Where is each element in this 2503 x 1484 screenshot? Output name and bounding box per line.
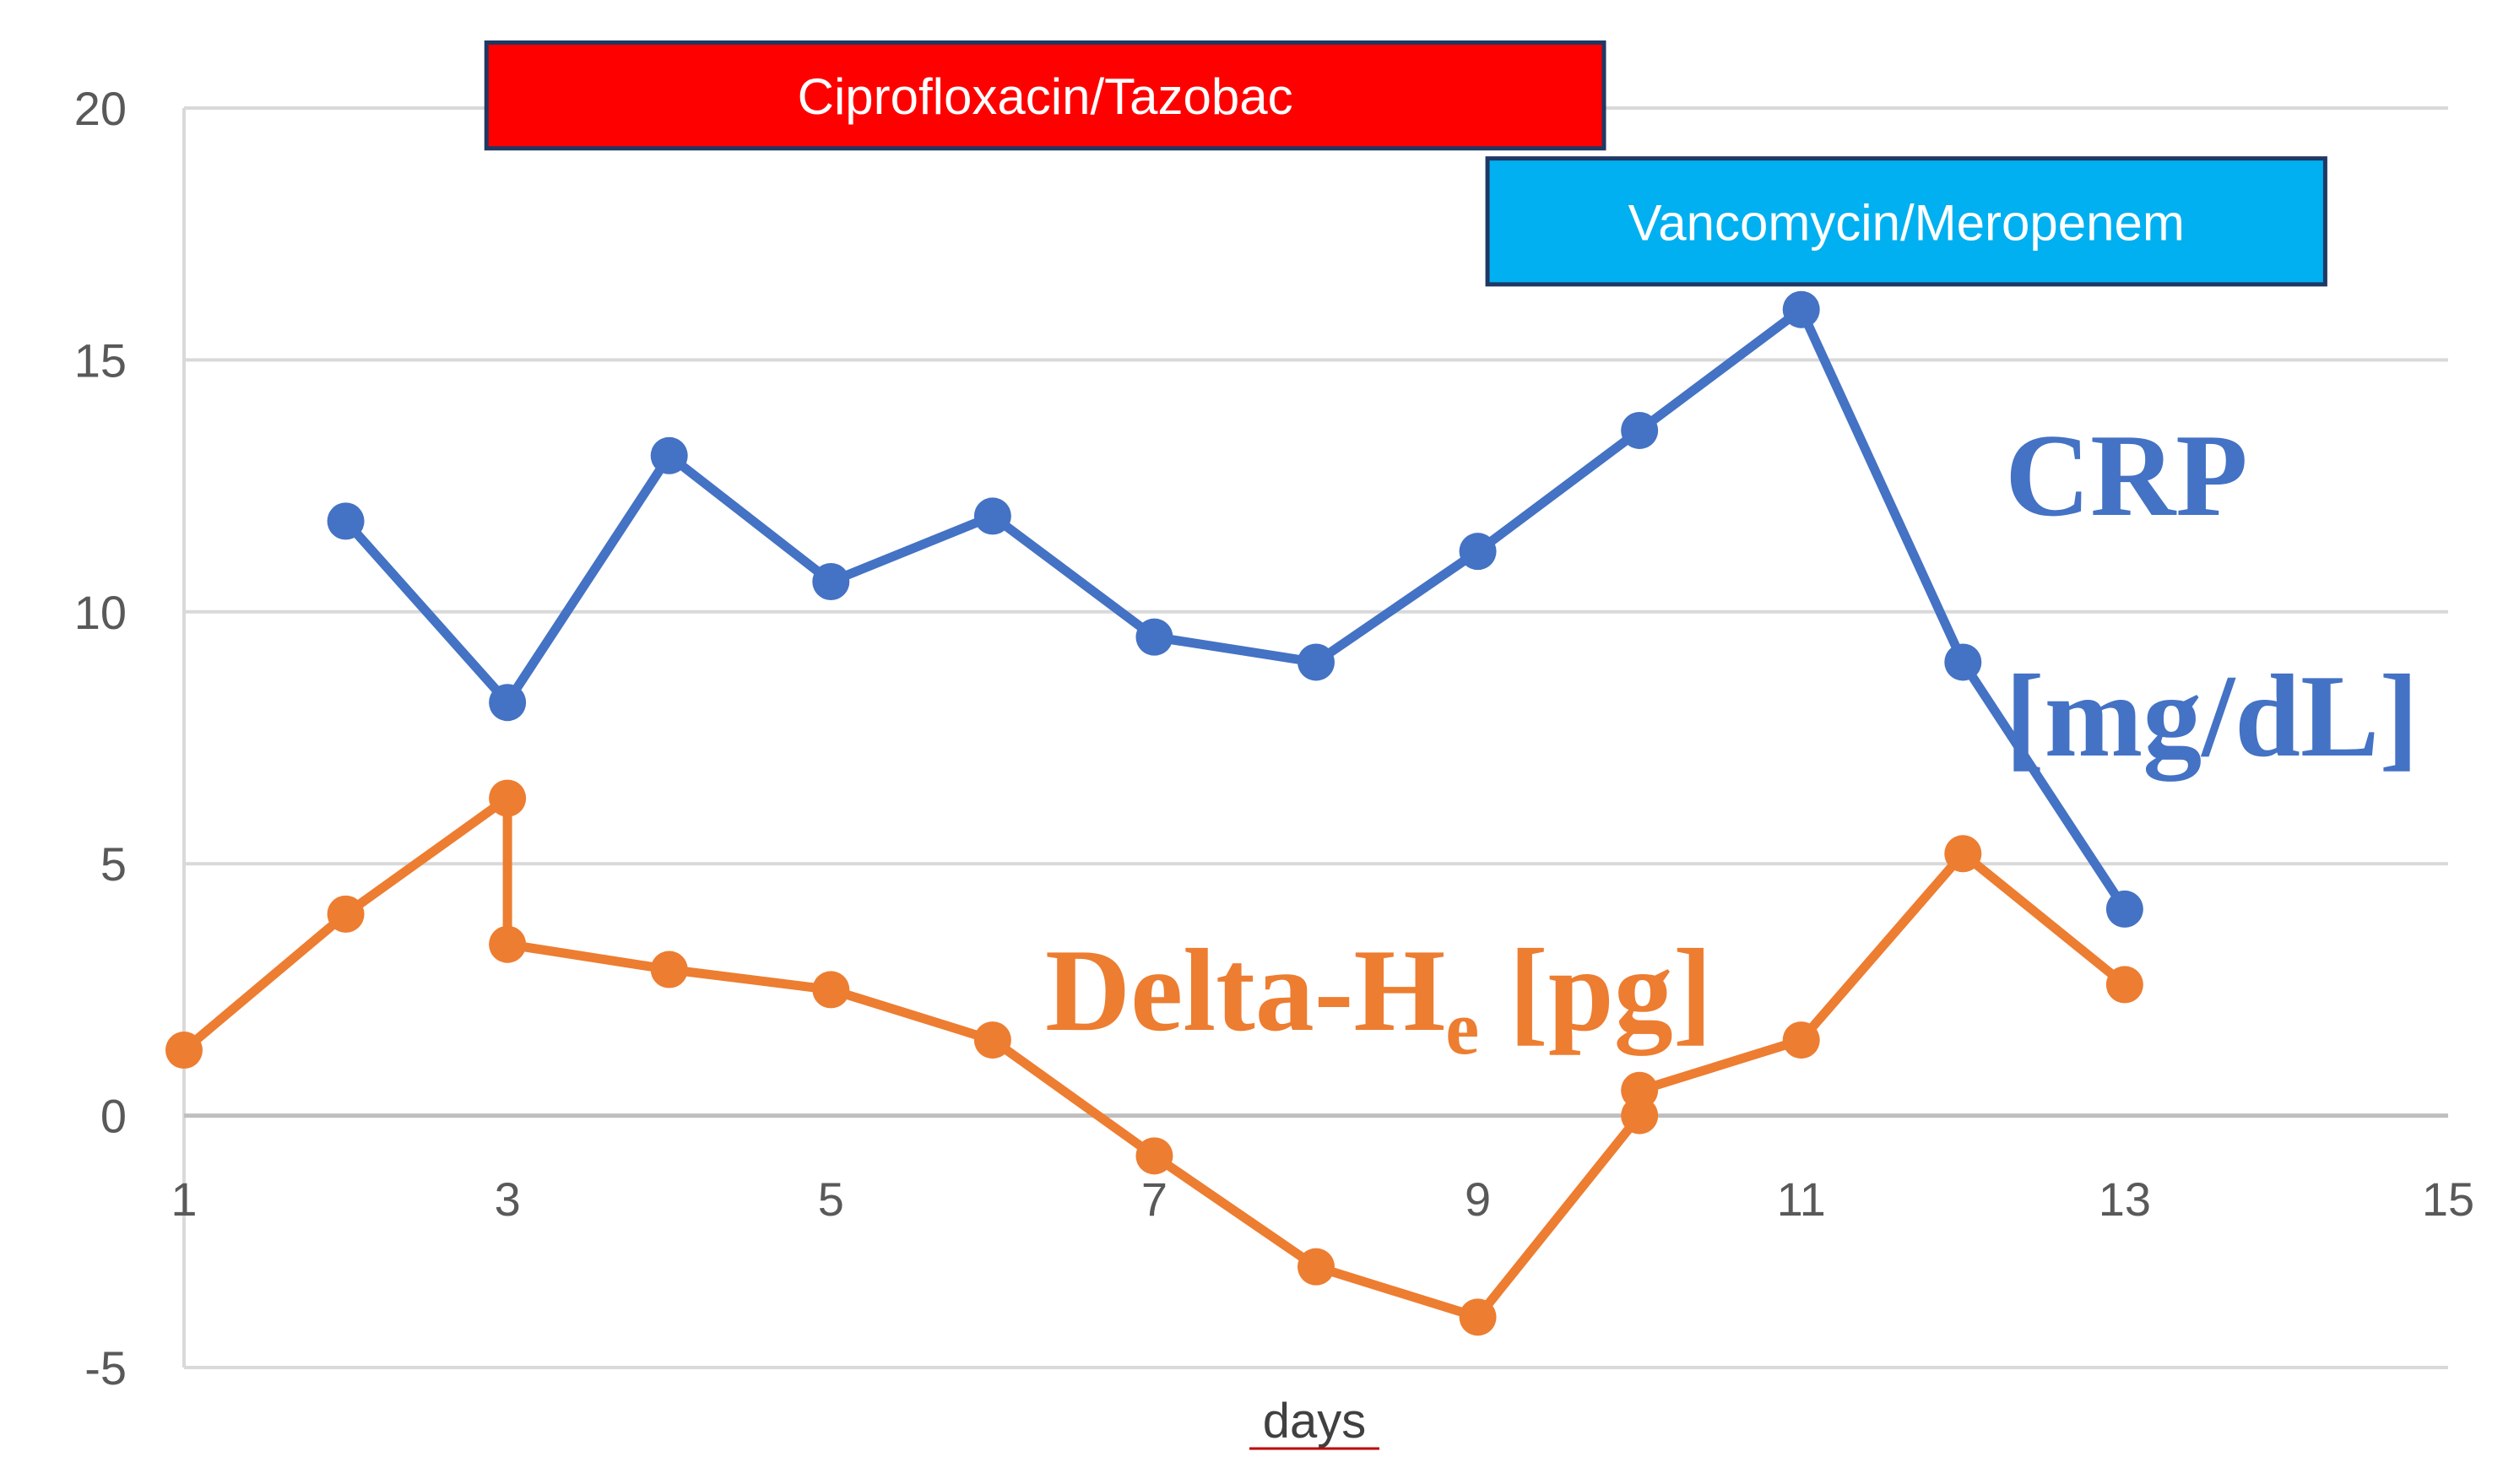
data-point bbox=[489, 925, 527, 963]
treatment-bars: Ciprofloxacin/Tazobac Vancomycin/Meropene… bbox=[484, 40, 2327, 287]
series-line bbox=[341, 305, 2130, 914]
data-point bbox=[1621, 1071, 1659, 1109]
y-tick-label: 15 bbox=[74, 333, 127, 387]
x-tick-label: 9 bbox=[1465, 1173, 1491, 1226]
y-tick-label: 20 bbox=[74, 82, 127, 135]
y-axis-ticks: -5 0 5 10 15 20 bbox=[74, 82, 127, 1395]
series-group bbox=[165, 290, 2143, 1336]
data-point bbox=[1459, 533, 1497, 571]
x-tick-label: 5 bbox=[818, 1173, 844, 1226]
data-point bbox=[1459, 1298, 1497, 1336]
data-point bbox=[1944, 835, 1982, 873]
x-axis-ticks: 1 3 5 7 9 11 13 15 bbox=[171, 1173, 2474, 1226]
crp-label-line1: CRP bbox=[2005, 410, 2248, 541]
data-point bbox=[812, 971, 850, 1009]
y-tick-label: 5 bbox=[100, 837, 127, 891]
x-tick-label: 15 bbox=[2422, 1173, 2474, 1226]
data-point bbox=[973, 1021, 1011, 1059]
x-tick-label: 7 bbox=[1141, 1173, 1168, 1226]
data-point bbox=[1298, 643, 1335, 681]
data-point bbox=[1135, 618, 1173, 656]
data-point bbox=[812, 562, 850, 600]
series-crp bbox=[327, 290, 2143, 928]
data-point bbox=[1621, 411, 1659, 449]
x-tick-label: 1 bbox=[171, 1173, 197, 1226]
data-point bbox=[1135, 1137, 1173, 1175]
x-tick-label: 3 bbox=[495, 1173, 521, 1226]
data-point bbox=[1298, 1248, 1335, 1286]
y-tick-label: -5 bbox=[84, 1341, 127, 1395]
data-point bbox=[973, 497, 1011, 535]
treatment-bar-rect bbox=[484, 40, 1606, 151]
data-point bbox=[650, 951, 688, 988]
delta-he-label-main: Delta-H bbox=[1045, 925, 1445, 1056]
data-point bbox=[1782, 1021, 1820, 1059]
y-tick-label: 10 bbox=[74, 586, 127, 639]
x-tick-label: 11 bbox=[1777, 1173, 1826, 1226]
treatment-bar-2: Vancomycin/Meropenem bbox=[1485, 156, 2327, 287]
data-point bbox=[2105, 890, 2143, 928]
data-point bbox=[1944, 643, 1982, 681]
treatment-bar-label: Vancomycin/Meropenem bbox=[1628, 194, 2185, 251]
delta-he-label-unit: [pg] bbox=[1479, 925, 1712, 1056]
series-delta-he bbox=[165, 779, 2143, 1336]
data-point bbox=[165, 1032, 203, 1070]
axes bbox=[182, 108, 2448, 1368]
series-line bbox=[179, 793, 2130, 1322]
data-point bbox=[650, 436, 688, 474]
delta-he-label-sub: e bbox=[1445, 987, 1479, 1070]
x-axis-label: days bbox=[1263, 1394, 1367, 1449]
data-point bbox=[327, 895, 365, 933]
delta-he-label: Delta-He [pg] bbox=[1045, 925, 1712, 1070]
data-point bbox=[489, 779, 527, 817]
treatment-bar-rect bbox=[1485, 156, 2327, 287]
data-point bbox=[327, 502, 365, 540]
data-point bbox=[2105, 966, 2143, 1004]
treatment-bar-1: Ciprofloxacin/Tazobac bbox=[484, 40, 1606, 151]
data-point bbox=[1782, 290, 1820, 328]
crp-label-line2: [mg/dL] bbox=[2005, 651, 2419, 782]
x-tick-label: 13 bbox=[2099, 1173, 2151, 1226]
y-tick-label: 0 bbox=[100, 1090, 127, 1143]
data-point bbox=[489, 684, 527, 722]
treatment-bar-label: Ciprofloxacin/Tazobac bbox=[798, 68, 1293, 125]
